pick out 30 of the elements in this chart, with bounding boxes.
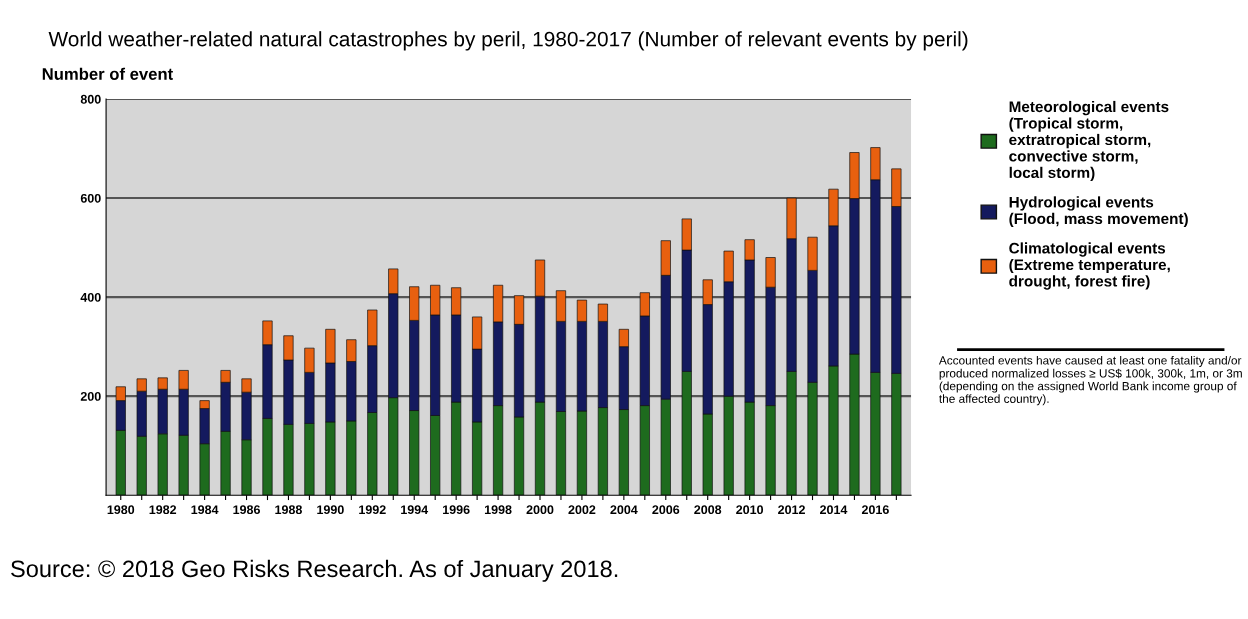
legend-label: Meteorological events (Tropical storm, extratropical storm, convective storm, local storm) (1009, 100, 1169, 182)
y-tick-label: 400 (80, 292, 101, 302)
y-axis-title: Number of event (42, 67, 173, 80)
y-tick-label: 600 (80, 193, 101, 203)
x-tick-label: 1990 (317, 505, 344, 515)
x-tick-label: 1988 (275, 505, 302, 515)
legend-label: Climatological events (Extreme temperature, drought, forest fire) (1009, 242, 1170, 290)
x-tick-label: 2010 (736, 505, 764, 515)
x-tick-label: 1980 (107, 505, 135, 515)
x-tick-label: 2016 (861, 505, 889, 515)
x-tick-label: 1996 (443, 505, 470, 515)
y-tick-label: 200 (80, 391, 101, 401)
chart-title: World weather-related natural catastrophes by peril, 1980-2017 (Number of relevant events by peril) (48, 31, 968, 51)
x-tick-label: 2014 (820, 505, 848, 515)
x-tick-label: 2000 (526, 505, 554, 515)
x-tick-label: 1982 (149, 505, 177, 515)
x-tick-label: 1994 (401, 505, 429, 515)
x-tick-label: 1992 (359, 505, 386, 515)
x-tick-label: 1986 (233, 505, 260, 515)
x-tick-label: 2004 (610, 505, 638, 515)
x-tick-label: 2002 (568, 505, 596, 515)
legend-label: Hydrological events (Flood, mass movement) (1009, 196, 1188, 228)
x-tick-label: 2006 (652, 505, 680, 515)
x-tick-label: 1998 (484, 505, 512, 515)
x-tick-label: 1984 (191, 505, 219, 515)
source-note: Source: © 2018 Geo Risks Research. As of January 2018. (11, 559, 618, 582)
text: Accounted events have caused at least one fatality and/or produced normalized losses ≥ US$ 100k, 300k, 1m, or 3m (depending on the assigned World Bank income group of the affected country). (938, 355, 1242, 406)
x-tick-label: 2008 (694, 505, 722, 515)
y-tick-label: 800 (80, 94, 101, 104)
x-tick-label: 2012 (778, 505, 805, 515)
